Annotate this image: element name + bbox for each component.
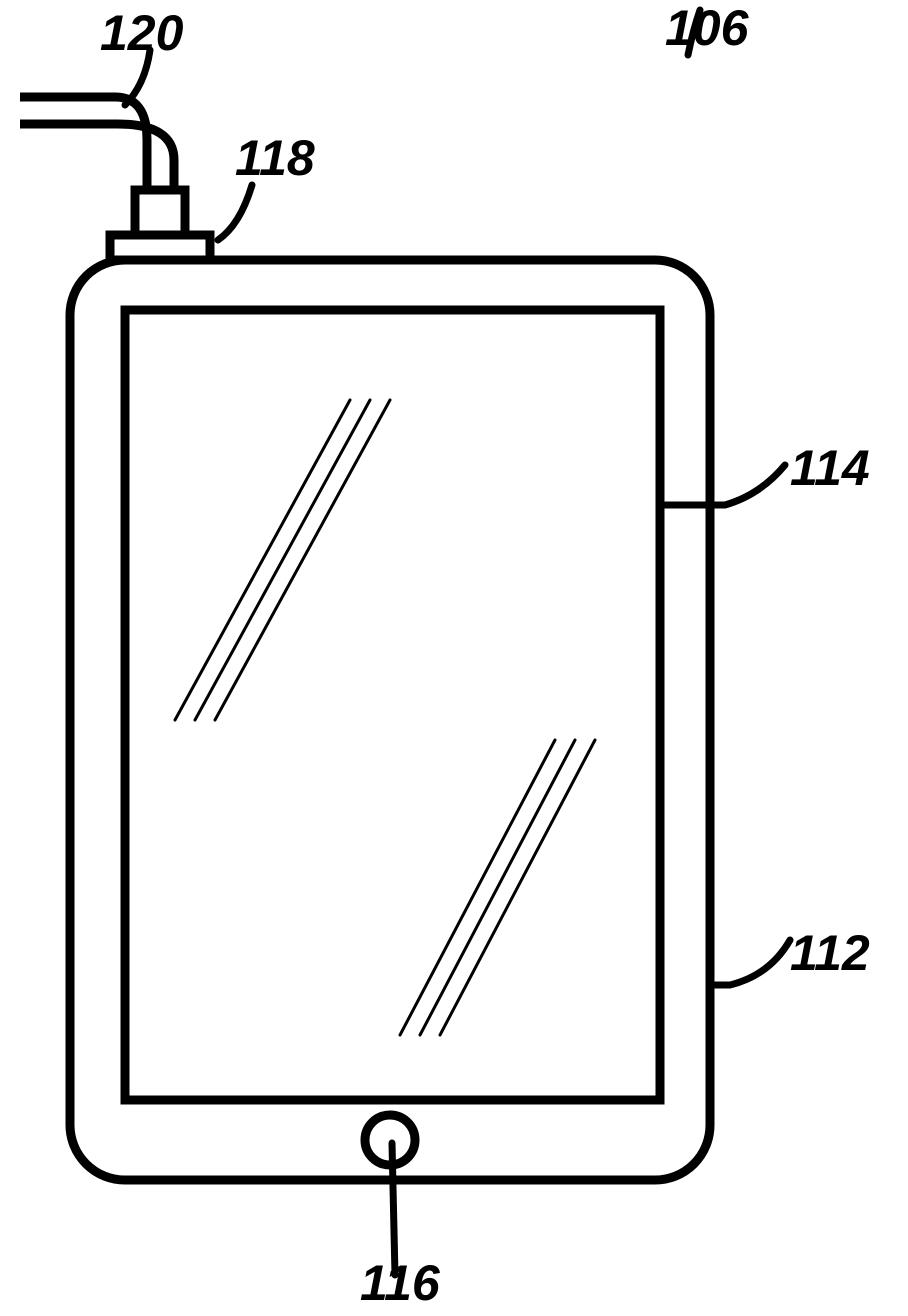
screen [125, 310, 660, 1100]
label-120: 120 [100, 5, 184, 61]
label-114: 114 [790, 440, 870, 496]
label-106: 106 [665, 0, 750, 56]
label-116: 116 [360, 1255, 441, 1311]
label-112: 112 [790, 925, 870, 981]
connector-body [135, 190, 185, 235]
leader-112 [715, 940, 790, 985]
label-118: 118 [235, 130, 315, 186]
cable [20, 97, 174, 190]
patent-figure: 106 120 118 114 112 116 [0, 0, 908, 1316]
leader-118 [218, 185, 252, 240]
